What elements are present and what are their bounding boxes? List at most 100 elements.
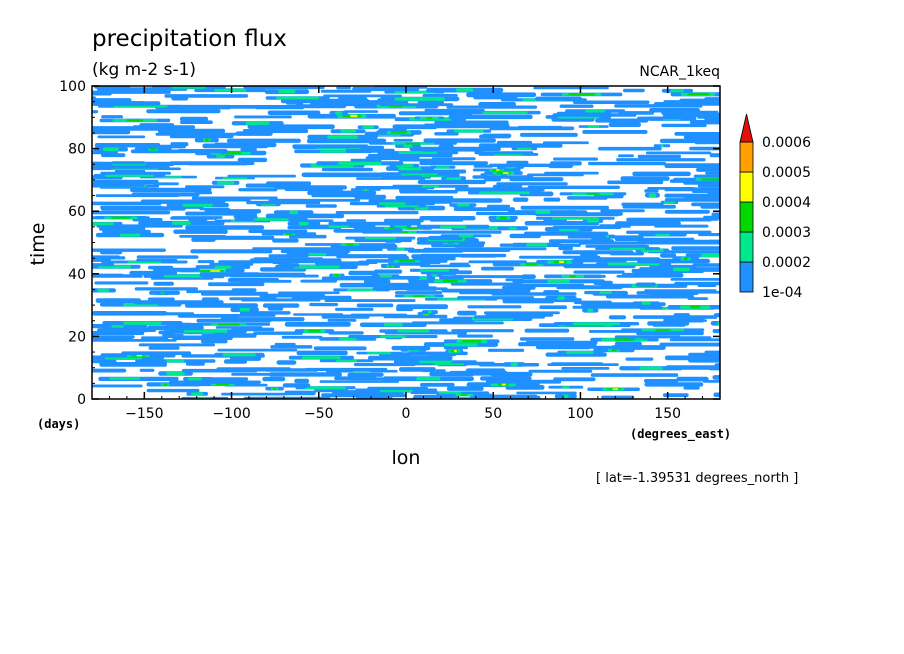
rain-band-mid [222, 177, 248, 180]
rain-band-peak [558, 260, 565, 263]
rain-band-low [248, 229, 308, 233]
rain-band-low [111, 161, 146, 165]
rain-band-low [614, 341, 642, 346]
rain-band-low [179, 235, 226, 238]
rain-band-mid [191, 392, 204, 396]
rain-band-low [94, 281, 149, 285]
rain-band-low [170, 142, 189, 147]
rain-band-low [496, 140, 533, 145]
rain-band-low [616, 158, 706, 162]
rain-band-low [660, 253, 677, 258]
rain-band-low [343, 110, 379, 113]
rain-band-low [147, 297, 175, 302]
rain-band-low [525, 340, 598, 344]
rain-band-low [484, 311, 560, 315]
rain-band-low [270, 345, 313, 349]
rain-band-low [209, 262, 254, 266]
rain-band-mid [340, 129, 356, 133]
rain-band-low [148, 346, 180, 350]
rain-band-low [637, 154, 681, 159]
colorbar-segment [739, 171, 754, 203]
rain-band-low [492, 184, 523, 189]
rain-band-low [621, 202, 664, 206]
rain-band-low [424, 108, 485, 112]
rain-band-low [171, 216, 223, 219]
rain-band-mid [416, 376, 441, 381]
rain-band-low [645, 151, 712, 155]
y-tick-label: 80 [68, 142, 86, 158]
rain-band-low [533, 86, 609, 90]
rain-band-low [600, 209, 645, 213]
rain-band-low [451, 329, 514, 333]
rain-band-low [268, 198, 361, 202]
rain-band-low [543, 290, 560, 294]
rain-band-low [259, 293, 325, 298]
rain-band-mid [516, 147, 532, 150]
rain-band-low [281, 335, 323, 339]
rain-band-low [453, 207, 515, 211]
rain-band-mid [166, 359, 185, 363]
rain-band-mid [403, 144, 413, 148]
rain-band-high [346, 243, 354, 246]
rain-band-low [730, 129, 792, 133]
rain-band-mid [734, 317, 740, 321]
rain-band-mid [663, 201, 676, 204]
rain-band-low [231, 288, 257, 292]
rain-band-high [398, 259, 415, 262]
rain-band-low [253, 331, 303, 335]
rain-band-low [100, 205, 163, 209]
rain-band-mid [183, 329, 228, 333]
rain-band-low [100, 328, 157, 332]
rain-band-low [487, 204, 511, 208]
rain-band-mid [605, 235, 609, 238]
rain-band-mid [758, 120, 781, 122]
chart-title: precipitation flux [92, 26, 287, 52]
rain-band-low [528, 369, 593, 373]
rain-band-mid [587, 125, 600, 128]
rain-band-mid [438, 391, 462, 394]
rain-band-low [647, 187, 695, 190]
rain-band-mid [421, 185, 440, 188]
rain-band-mid [609, 247, 646, 250]
rain-band-low [621, 272, 684, 278]
rain-band-high [568, 93, 595, 96]
rain-band-low [395, 195, 454, 200]
rain-band-mid [172, 221, 191, 225]
rain-band-low [262, 376, 286, 382]
rain-band-low [197, 260, 215, 264]
rain-band-low [93, 273, 124, 278]
rain-band-low [478, 102, 516, 107]
rain-band-mid [439, 225, 467, 229]
precipitation-field [92, 86, 792, 399]
rain-band-mid [364, 237, 396, 240]
rain-band-low [721, 362, 741, 365]
x-tick-label: 50 [484, 406, 502, 422]
rain-band-low [231, 372, 274, 376]
x-tick-label: −150 [125, 406, 163, 422]
rain-band-low [484, 177, 501, 182]
rain-band-low [448, 114, 533, 120]
rain-band-low [422, 230, 502, 234]
x-tick-label: 0 [402, 406, 411, 422]
rain-band-low [454, 247, 547, 251]
rain-band-low [601, 395, 635, 399]
rain-band-low [398, 111, 473, 116]
rain-band-low [719, 357, 720, 361]
rain-band-low [598, 146, 662, 151]
x-tick-label: 100 [567, 406, 594, 422]
rain-band-low [164, 94, 249, 98]
rain-band-high [161, 292, 164, 295]
rain-band-low [516, 391, 577, 395]
rain-band-low [102, 229, 151, 234]
rain-band-low [253, 257, 323, 261]
rain-band-peak [365, 189, 367, 191]
rain-band-low [313, 346, 367, 351]
rain-band-low [305, 367, 388, 371]
rain-band-low [301, 172, 384, 178]
rain-band-low [588, 161, 666, 166]
rain-band-low [481, 133, 512, 138]
rain-band-low [267, 110, 321, 116]
rain-band-high [413, 295, 426, 297]
rain-band-mid [436, 166, 450, 169]
rain-band-low [252, 247, 332, 250]
